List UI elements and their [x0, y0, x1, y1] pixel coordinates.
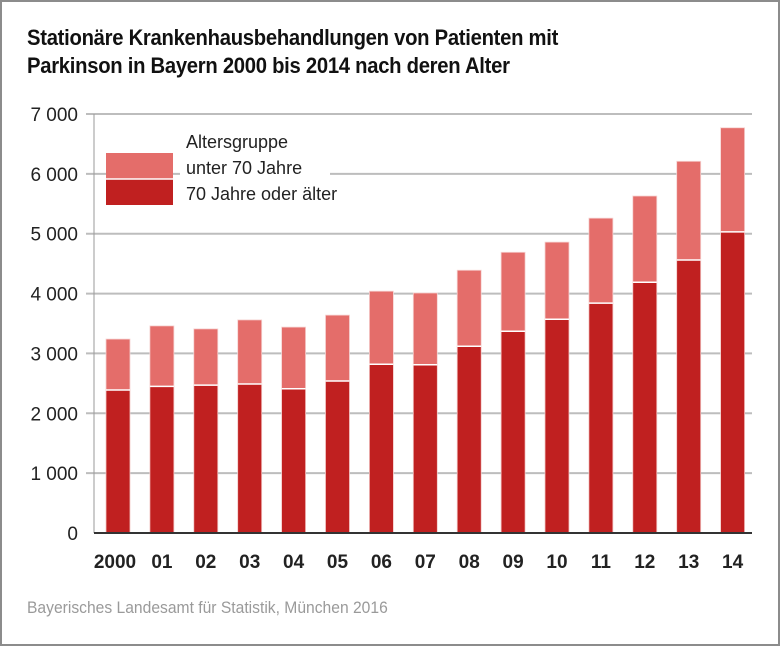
chart-title-line-1: Stationäre Krankenhausbehandlungen von P…	[27, 25, 559, 50]
bar-segment-70-plus	[281, 388, 307, 534]
bar-segment-under-70	[105, 338, 131, 391]
legend: Altersgruppe unter 70 Jahre 70 Jahre ode…	[106, 132, 337, 205]
x-tick-label: 12	[634, 552, 655, 573]
bar-segment-under-70	[456, 269, 482, 347]
bar-segment-70-plus	[632, 281, 658, 534]
y-axis: 0 1 000 2 000 3 000 4 000 5 000 6 000 7 000	[30, 105, 95, 545]
legend-label-under-70: unter 70 Jahre	[186, 158, 302, 178]
x-tick-label: 13	[678, 552, 699, 573]
y-tick-label: 0	[67, 524, 78, 545]
x-tick-label: 11	[591, 552, 612, 573]
y-tick-label: 4 000	[30, 285, 78, 306]
bar-segment-under-70	[237, 319, 263, 385]
bar-segment-under-70	[149, 325, 175, 387]
bar-segment-70-plus	[588, 302, 614, 534]
x-tick-label: 09	[503, 552, 524, 573]
bar-segment-70-plus	[412, 364, 438, 534]
bar-segment-under-70	[281, 326, 307, 390]
bar-segment-under-70	[544, 241, 570, 320]
x-tick-label: 06	[371, 552, 392, 573]
bar-segment-70-plus	[456, 345, 482, 534]
x-tick-label: 03	[239, 552, 260, 573]
bar-segment-70-plus	[368, 363, 394, 534]
legend-swatch-under-70	[106, 153, 173, 179]
x-axis: 2000 01 02 03 04 05 06 07 08 09 10 11 12 13 14	[94, 532, 752, 573]
bar-segment-under-70	[368, 290, 394, 365]
y-tick-label: 6 000	[30, 165, 78, 186]
source-note: Bayerisches Landesamt für Statistik, Mün…	[27, 598, 388, 617]
legend-swatch-70-plus	[106, 179, 173, 205]
legend-label-70-plus: 70 Jahre oder älter	[186, 184, 337, 204]
chart-title: Stationäre Krankenhausbehandlungen von P…	[27, 24, 558, 80]
bar-segment-70-plus	[149, 385, 175, 534]
bar-segment-under-70	[325, 314, 350, 382]
x-tick-label: 14	[722, 552, 744, 573]
x-tick-label: 05	[327, 552, 349, 573]
legend-label-background	[180, 160, 330, 182]
x-tick-label: 08	[459, 552, 480, 573]
bar-segment-70-plus	[544, 318, 570, 534]
x-tick-label: 10	[546, 552, 567, 573]
x-tick-label: 01	[151, 552, 173, 573]
x-tick-label: 07	[415, 552, 436, 573]
y-tick-label: 1 000	[30, 464, 78, 485]
bar-segment-70-plus	[676, 259, 702, 534]
bar-segment-under-70	[632, 195, 658, 283]
bar-segment-under-70	[676, 160, 702, 261]
bar-segment-70-plus	[325, 380, 350, 534]
bar-segment-70-plus	[500, 330, 526, 534]
bar-segment-under-70	[412, 292, 438, 366]
y-tick-label: 2 000	[30, 404, 78, 425]
y-tick-label: 3 000	[30, 344, 78, 365]
bar-segment-70-plus	[193, 384, 219, 534]
bar-segment-under-70	[720, 127, 745, 233]
bar-segment-70-plus	[105, 389, 131, 534]
y-tick-label: 5 000	[30, 225, 78, 246]
bar-segment-70-plus	[237, 383, 263, 534]
x-tick-label: 02	[195, 552, 216, 573]
bar-segment-under-70	[500, 251, 526, 332]
y-tick-label: 7 000	[30, 105, 78, 126]
chart-title-line-2: Parkinson in Bayern 2000 bis 2014 nach d…	[27, 53, 510, 78]
x-tick-label: 2000	[94, 552, 136, 573]
bar-segment-under-70	[193, 328, 219, 386]
bar-segment-under-70	[588, 217, 614, 304]
legend-title: Altersgruppe	[186, 132, 288, 152]
x-tick-label: 04	[283, 552, 305, 573]
bar-segment-70-plus	[720, 231, 745, 534]
